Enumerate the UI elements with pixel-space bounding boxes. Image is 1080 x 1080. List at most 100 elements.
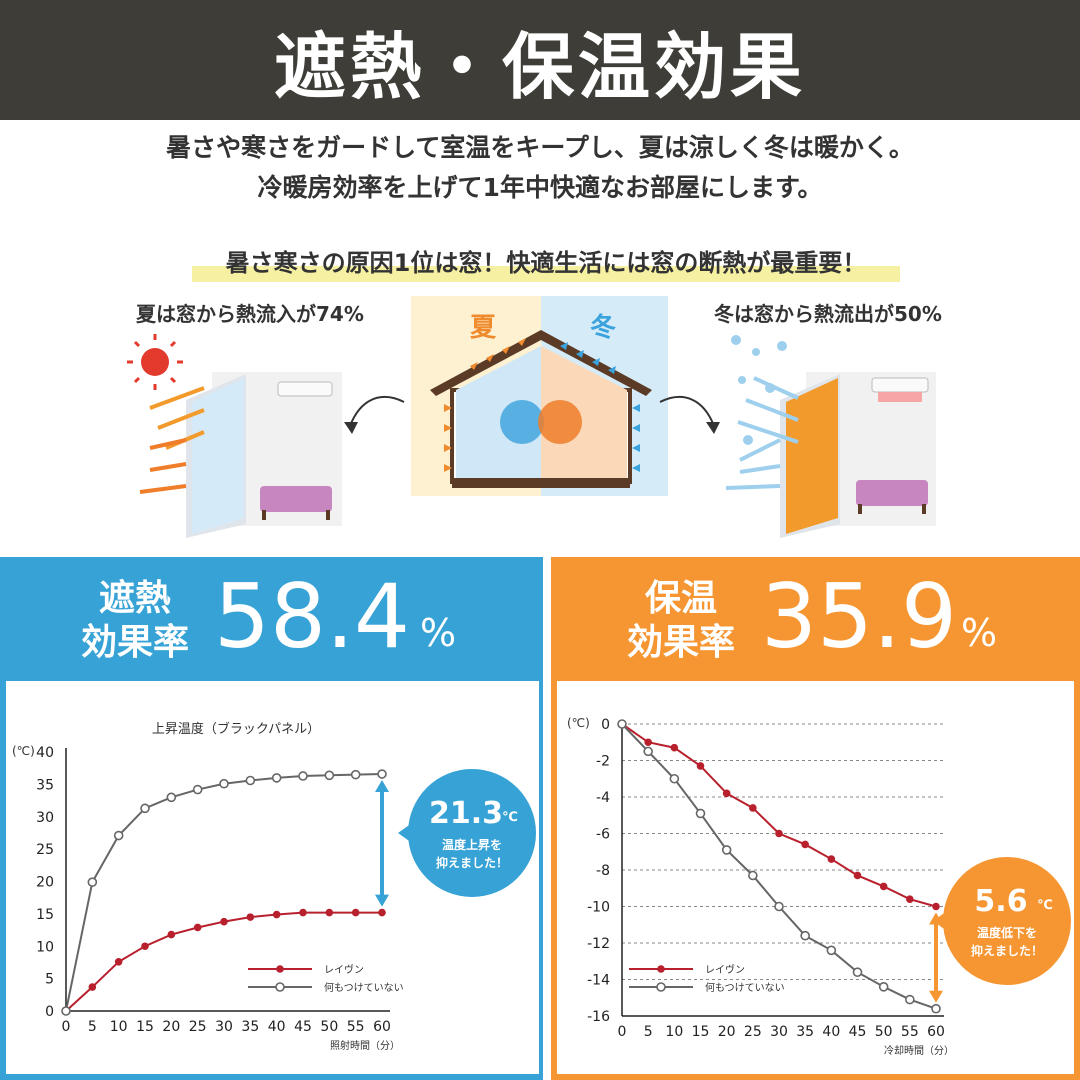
data-point — [669, 773, 680, 784]
sun-icon — [141, 348, 169, 376]
callout-highlight: 暑さ寒さの原因1位は窓！快適生活には窓の断熱が最重要！ — [192, 244, 900, 282]
data-point — [774, 901, 784, 912]
badge-value: 5.6 — [974, 884, 1027, 919]
data-point — [377, 769, 387, 779]
right-curved-arrow — [659, 396, 715, 427]
x-tick-label: 5 — [644, 1024, 653, 1040]
heat-shield-header: 遮熱 効果率 58.4 % — [0, 557, 543, 679]
y-tick-label: 5 — [45, 972, 54, 988]
winter-tag: 冬 — [590, 313, 616, 343]
data-point — [827, 855, 836, 863]
data-point — [325, 908, 334, 917]
x-tick-label: 50 — [875, 1024, 893, 1040]
difference-arrow-head-bottom — [929, 990, 943, 1003]
difference-badge — [408, 769, 536, 897]
data-point — [878, 981, 889, 992]
heat-shield-panel: 遮熱 効果率 58.4 % 上昇温度（ブラックパネル） (℃) 0 5 10 15 20 25… — [0, 557, 543, 1080]
data-point — [644, 738, 652, 747]
summer-room — [127, 334, 342, 538]
y-tick-label: -16 — [587, 1009, 610, 1025]
data-point — [167, 930, 176, 939]
badge-pointer — [398, 823, 412, 843]
badge-line-2: 抑えました！ — [436, 855, 508, 870]
heat-retention-value: 35.9 — [761, 565, 957, 668]
data-point — [722, 789, 731, 798]
x-axis-label: 照射時間（分） — [330, 1040, 400, 1052]
data-point — [853, 871, 862, 880]
data-point — [166, 792, 177, 803]
heat-shield-unit: % — [420, 611, 457, 655]
x-tick-label: 0 — [62, 1019, 71, 1035]
badge-unit: ℃ — [1037, 898, 1053, 913]
badge-unit: ℃ — [502, 810, 518, 825]
x-tick-label: 60 — [373, 1019, 391, 1035]
data-point — [219, 778, 229, 789]
x-tick-label: 40 — [822, 1024, 840, 1040]
legend-label: レイヴン — [705, 963, 745, 976]
data-point — [299, 908, 307, 917]
data-point — [905, 994, 915, 1005]
data-point — [643, 746, 653, 757]
difference-arrow-head-top — [375, 780, 389, 793]
heat-retention-word-2: 効果率 — [626, 622, 735, 663]
data-point — [272, 910, 281, 919]
data-point — [749, 804, 757, 812]
data-point — [721, 845, 732, 855]
data-point — [932, 902, 940, 911]
summer-heat-markers — [444, 338, 526, 472]
data-point — [140, 803, 150, 814]
data-point — [61, 1006, 71, 1016]
heat-retention-unit: % — [961, 611, 998, 655]
winter-room — [725, 335, 936, 538]
y-tick-label: -2 — [596, 754, 610, 770]
intro-text: 暑さや寒さをガードして室温をキープし、夏は涼しく冬は暖かく。 冷暖房効率を上げて… — [0, 128, 1080, 208]
legend-swatch-marker — [657, 965, 665, 973]
data-point — [775, 829, 783, 838]
heat-shield-word-2: 効果率 — [80, 622, 189, 663]
y-tick-label: -14 — [587, 973, 610, 989]
heat-retention-panel: 保温 効果率 35.9 % (℃) 0 -2 -4 -6 -8 -10 -12 -14 -16 0 5… — [551, 557, 1080, 1080]
heat-shield-word-1: 遮熱 — [98, 578, 171, 619]
x-tick-label: 0 — [618, 1024, 627, 1040]
intro-line-1: 暑さや寒さをガードして室温をキープし、夏は涼しく冬は暖かく。 — [166, 133, 914, 162]
x-tick-label: 20 — [162, 1019, 180, 1035]
summer-label: 夏は窓から熱流入が74% — [136, 302, 364, 326]
x-tick-label: 55 — [347, 1019, 365, 1035]
y-axis-unit-label: (℃) — [567, 716, 590, 730]
legend-label: 何もつけていない — [705, 981, 785, 994]
badge-line-2: 抑えました！ — [971, 943, 1043, 958]
y-axis-unit-label: (℃) — [12, 744, 35, 758]
data-point — [931, 1003, 941, 1014]
data-point — [193, 923, 202, 932]
y-tick-label: 30 — [36, 810, 54, 826]
y-tick-label: 40 — [36, 745, 54, 761]
y-tick-label: -12 — [587, 936, 610, 952]
data-point — [192, 784, 203, 795]
difference-arrow-head-bottom — [375, 894, 389, 907]
x-axis-label: 冷却時間（分） — [884, 1044, 954, 1057]
heat-rise-chart: 上昇温度（ブラックパネル） (℃) 0 5 10 15 20 25 30 35 40 0 5 10 15 20… — [12, 721, 536, 1052]
left-curved-arrow — [349, 396, 405, 427]
difference-badge — [943, 857, 1071, 985]
y-tick-label: 35 — [36, 777, 54, 793]
x-tick-label: 35 — [796, 1024, 814, 1040]
data-point — [879, 882, 888, 891]
data-point — [141, 942, 149, 951]
data-point — [298, 771, 308, 781]
x-tick-label: 45 — [294, 1019, 312, 1035]
x-tick-label: 60 — [927, 1024, 945, 1040]
badge-value: 21.3 — [429, 796, 503, 831]
data-point — [695, 808, 706, 819]
data-point — [271, 773, 282, 783]
x-tick-label: 35 — [241, 1019, 259, 1035]
x-tick-label: 25 — [189, 1019, 207, 1035]
y-tick-label: 25 — [36, 842, 54, 858]
y-tick-label: 10 — [36, 939, 54, 955]
x-tick-label: 30 — [770, 1024, 788, 1040]
x-tick-label: 10 — [665, 1024, 683, 1040]
x-tick-label: 30 — [215, 1019, 233, 1035]
heat-shield-value: 58.4 — [214, 565, 410, 668]
legend-label: 何もつけていない — [324, 981, 404, 994]
data-point — [748, 870, 758, 881]
y-tick-label: -4 — [596, 790, 610, 806]
